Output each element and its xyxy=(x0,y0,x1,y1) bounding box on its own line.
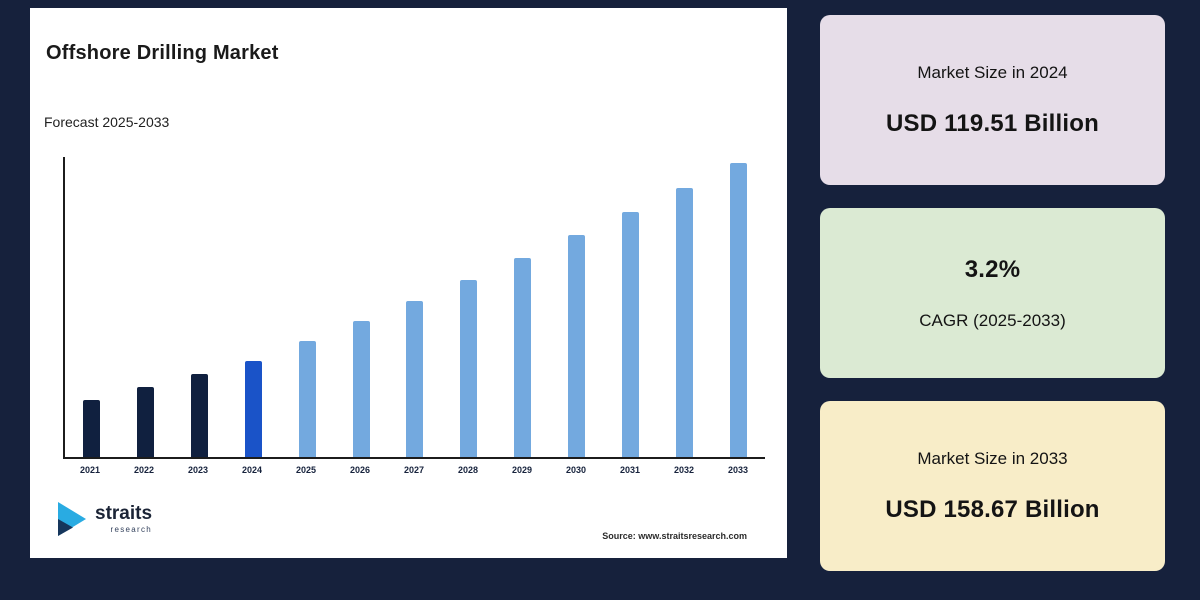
bar-2023 xyxy=(191,374,209,457)
x-axis-label-2025: 2025 xyxy=(295,465,317,475)
bar-chart-x-axis-labels: 2021 2022 2023 2024 2025 2026 2027 2028 2029 2030… xyxy=(63,461,765,475)
source-text: Source: www.straitsresearch.com xyxy=(602,531,747,541)
bar-column-2033 xyxy=(711,157,765,457)
card-label: Market Size in 2033 xyxy=(917,448,1068,468)
card-label: Market Size in 2024 xyxy=(917,62,1068,82)
card-value: 3.2% xyxy=(964,255,1021,283)
bar-2025 xyxy=(298,341,316,457)
bar-2028 xyxy=(460,280,478,457)
logo-subtitle: research xyxy=(110,524,153,534)
bar-2031 xyxy=(621,212,639,457)
bar-2026 xyxy=(352,321,370,457)
card-value: USD 158.67 Billion xyxy=(885,495,1100,523)
x-axis-label-2024: 2024 xyxy=(241,465,263,475)
bar-2029 xyxy=(514,258,532,457)
bar-2027 xyxy=(406,301,424,457)
x-axis-label-2032: 2032 xyxy=(673,465,695,475)
card-label: CAGR (2025-2033) xyxy=(919,310,1066,330)
bar-2021 xyxy=(83,400,101,457)
x-axis-label-2033: 2033 xyxy=(727,465,749,475)
market-size-2033-card: Market Size in 2033 USD 158.67 Billion xyxy=(820,401,1165,571)
logo-name: straits xyxy=(95,503,153,525)
x-axis-label-2029: 2029 xyxy=(511,465,533,475)
bar-column-2021 xyxy=(65,157,119,457)
x-axis-label-2027: 2027 xyxy=(403,465,425,475)
bar-column-2024 xyxy=(227,157,281,457)
x-axis-label-2023: 2023 xyxy=(187,465,209,475)
x-axis-label-2031: 2031 xyxy=(619,465,641,475)
x-axis-label-2028: 2028 xyxy=(457,465,479,475)
card-value: USD 119.51 Billion xyxy=(885,109,1099,137)
bar-column-2028 xyxy=(442,157,496,457)
x-axis-label-2030: 2030 xyxy=(565,465,587,475)
bar-column-2025 xyxy=(280,157,334,457)
bar-column-2023 xyxy=(173,157,227,457)
bar-2022 xyxy=(137,387,155,457)
x-axis-label-2022: 2022 xyxy=(133,465,155,475)
logo-arrow-icon xyxy=(58,502,86,536)
straits-research-logo: straits research xyxy=(56,500,152,538)
logo-text: straits research xyxy=(95,504,152,534)
cagr-card: 3.2% CAGR (2025-2033) xyxy=(820,208,1165,378)
bar-column-2031 xyxy=(603,157,657,457)
chart-title: Offshore Drilling Market xyxy=(46,42,279,64)
market-size-2024-card: Market Size in 2024 USD 119.51 Billion xyxy=(820,15,1165,185)
bar-column-2022 xyxy=(119,157,173,457)
chart-panel: Offshore Drilling Market Forecast 2025-2… xyxy=(30,8,787,558)
stat-cards: Market Size in 2024 USD 119.51 Billion 3… xyxy=(820,15,1165,571)
x-axis-label-2021: 2021 xyxy=(79,465,101,475)
bar-2033 xyxy=(729,163,747,457)
chart-subtitle: Forecast 2025-2033 xyxy=(44,114,170,130)
bar-column-2030 xyxy=(550,157,604,457)
bar-chart-plot xyxy=(63,157,765,459)
bar-2024 xyxy=(244,361,262,457)
bar-column-2026 xyxy=(334,157,388,457)
bar-2032 xyxy=(675,188,693,457)
bar-column-2027 xyxy=(388,157,442,457)
bar-column-2029 xyxy=(496,157,550,457)
bar-2030 xyxy=(568,235,586,457)
bar-column-2032 xyxy=(657,157,711,457)
x-axis-label-2026: 2026 xyxy=(349,465,371,475)
